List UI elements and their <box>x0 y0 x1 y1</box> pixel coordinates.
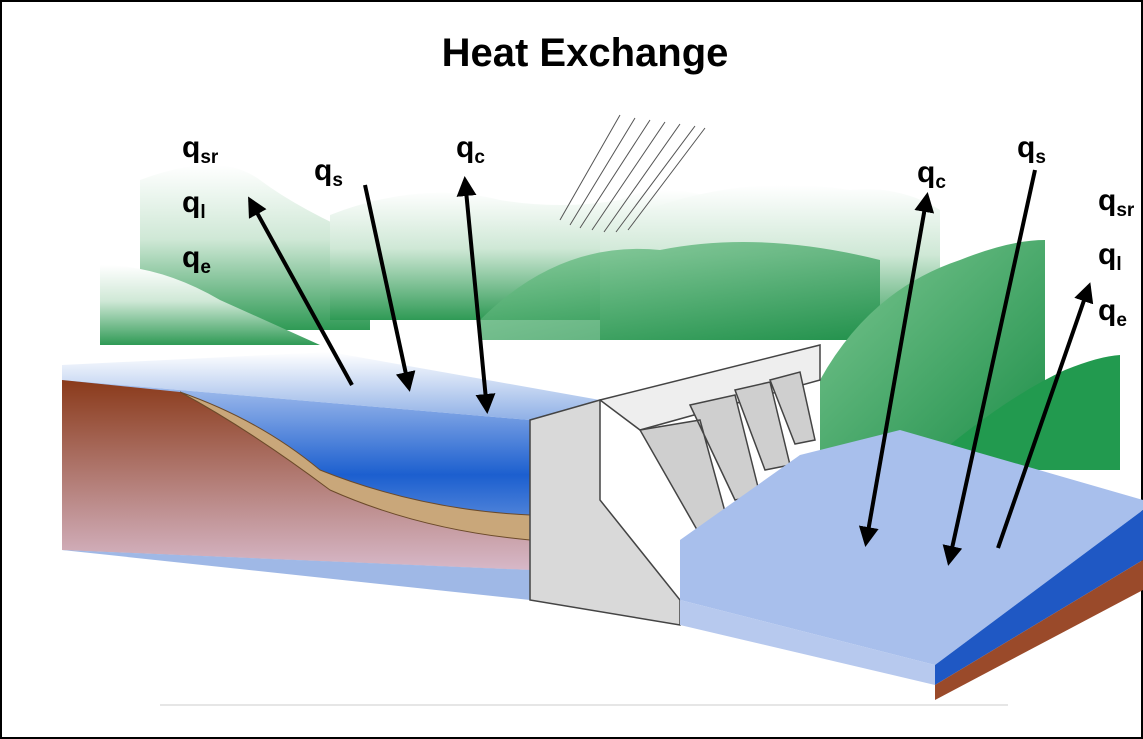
arrow <box>996 282 1094 549</box>
label: qsr <box>1098 184 1135 221</box>
river <box>680 430 1143 665</box>
label-sub: e <box>1116 310 1127 331</box>
title: Heat Exchange <box>442 31 729 75</box>
rain <box>559 114 706 233</box>
label-base: q <box>182 186 200 219</box>
label: qe <box>1098 294 1127 331</box>
base <box>62 550 530 600</box>
label-base: q <box>182 241 200 274</box>
label: ql <box>182 186 206 223</box>
label-sub: c <box>935 172 946 193</box>
label-base: q <box>182 131 200 164</box>
label: qc <box>456 131 485 168</box>
label-sub: s <box>1035 147 1046 168</box>
bank <box>62 380 530 570</box>
river-side <box>935 510 1143 685</box>
label-sub: sr <box>1116 200 1135 221</box>
label-base: q <box>1098 294 1116 327</box>
label: ql <box>1098 238 1122 275</box>
label-sub: l <box>200 202 205 223</box>
arrow <box>248 196 354 386</box>
hill <box>920 355 1120 470</box>
arrow <box>942 169 1037 566</box>
label-sub: s <box>332 170 343 191</box>
hill <box>480 242 880 340</box>
label-sub: l <box>1116 254 1121 275</box>
label-sub: e <box>200 257 211 278</box>
label-base: q <box>1017 131 1035 164</box>
label: qsr <box>182 131 219 168</box>
label-base: q <box>314 154 332 187</box>
label-base: q <box>1098 238 1116 271</box>
arrow <box>363 184 416 392</box>
label-base: q <box>917 156 935 189</box>
label-sub: sr <box>200 147 219 168</box>
arrow <box>858 192 935 547</box>
label: qc <box>917 156 946 193</box>
dam-crest <box>598 344 821 431</box>
arrow <box>456 176 496 414</box>
label: qs <box>1017 131 1046 168</box>
soil-side <box>935 560 1143 700</box>
river-front <box>680 600 935 685</box>
label-sub: c <box>474 147 485 168</box>
hill <box>100 265 320 345</box>
label: qs <box>314 154 343 191</box>
label: qe <box>182 241 211 278</box>
label-base: q <box>456 131 474 164</box>
label-base: q <box>1098 184 1116 217</box>
